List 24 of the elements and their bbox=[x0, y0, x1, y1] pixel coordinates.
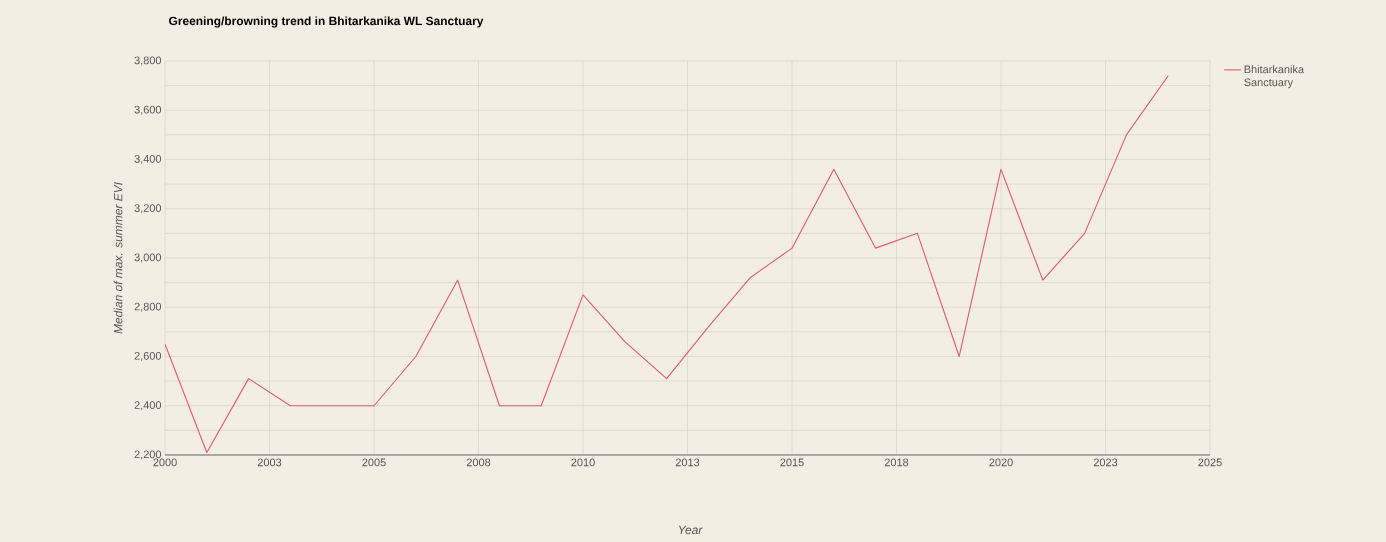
x-tick-label: 2025 bbox=[1198, 458, 1222, 467]
y-tick-label: 3,600 bbox=[134, 105, 162, 115]
y-tick-label: 3,400 bbox=[134, 154, 162, 165]
chart-title: Greening/browning trend in Bhitarkanika WL Sanctuary bbox=[169, 16, 484, 28]
x-tick-label: 2020 bbox=[989, 458, 1013, 467]
y-tick-label: 3,200 bbox=[134, 204, 162, 214]
y-axis-title: Median of max. summer EVI bbox=[113, 182, 123, 334]
y-tick-label: 2,200 bbox=[134, 450, 162, 460]
x-tick-label: 2018 bbox=[884, 458, 909, 467]
x-tick-label: 2000 bbox=[153, 458, 177, 467]
y-tick-label: 2,600 bbox=[134, 351, 162, 362]
x-tick-label: 2023 bbox=[1093, 458, 1118, 467]
y-tick-label: 2,800 bbox=[134, 302, 162, 312]
x-tick-label: 2003 bbox=[257, 458, 282, 467]
x-tick-label: 2005 bbox=[362, 458, 386, 467]
x-tick-label: 2010 bbox=[571, 458, 595, 467]
x-axis-title: Year bbox=[678, 525, 703, 535]
legend-label: Bhitarkanika Sanctuary bbox=[1244, 65, 1305, 89]
x-tick-label: 2013 bbox=[675, 458, 700, 467]
y-tick-label: 2,400 bbox=[134, 401, 162, 411]
x-tick-label: 2008 bbox=[466, 458, 491, 467]
y-tick-label: 3,000 bbox=[134, 253, 162, 263]
x-tick-label: 2015 bbox=[780, 458, 804, 467]
y-tick-label: 3,800 bbox=[134, 56, 162, 66]
